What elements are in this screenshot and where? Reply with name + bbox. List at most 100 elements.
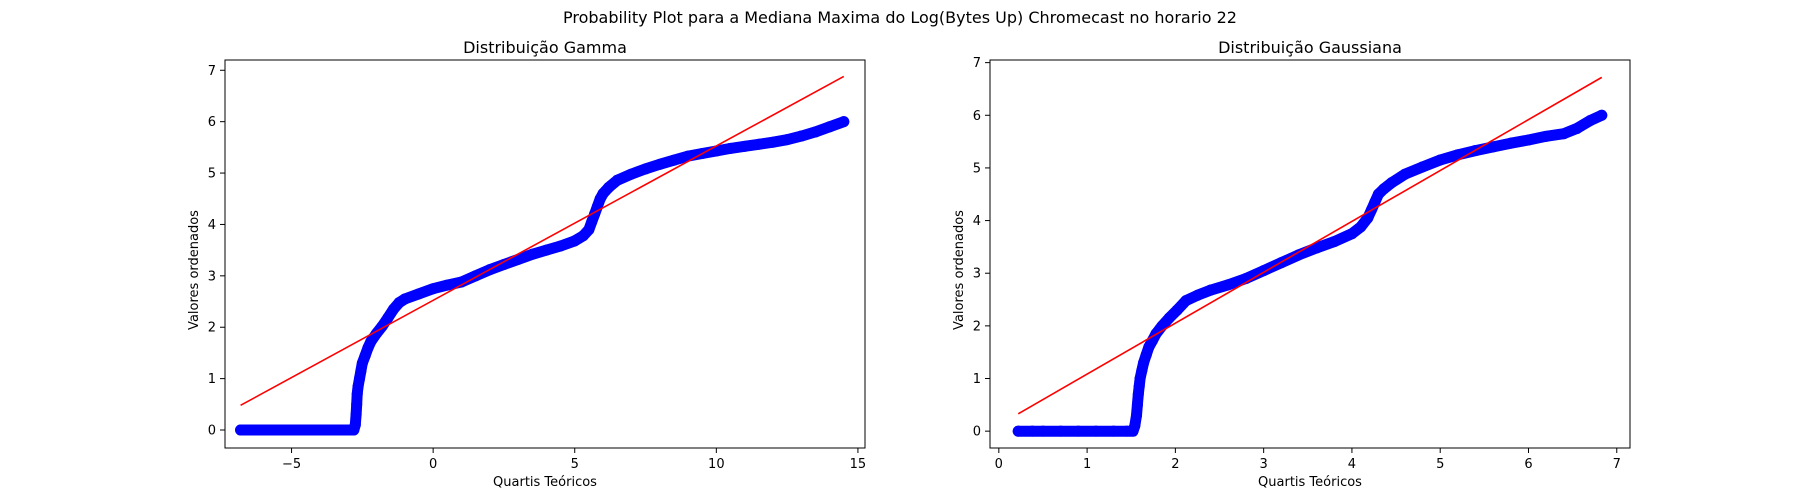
gamma-points-trace: [235, 116, 850, 436]
gaussian-data-point: [1108, 425, 1120, 437]
gamma-data-point: [365, 336, 377, 348]
gamma-data-point: [753, 138, 765, 150]
gamma-data-point: [724, 142, 736, 154]
gaussian-data-point: [1386, 177, 1398, 189]
gaussian-data-point: [1171, 304, 1183, 316]
gamma-data-point: [603, 181, 615, 193]
gaussian-data-point: [1399, 168, 1411, 180]
gamma-data-point: [824, 121, 836, 133]
gaussian-data-point: [1584, 115, 1596, 127]
gaussian-data-point: [1205, 284, 1217, 296]
gaussian-data-point: [1012, 425, 1024, 437]
gaussian-data-point: [1191, 289, 1203, 301]
gaussian-data-point: [1505, 137, 1517, 149]
gamma-data-point: [249, 424, 261, 436]
gamma-data-point: [512, 253, 524, 265]
figure-suptitle: Probability Plot para a Mediana Maxima d…: [563, 8, 1237, 27]
gamma-data-point: [795, 130, 807, 142]
gamma-data-point: [498, 259, 510, 271]
gaussian-data-point: [1540, 130, 1552, 142]
gaussian-data-point: [1131, 399, 1143, 411]
gaussian-x-tick-label: 1: [1083, 457, 1091, 472]
gamma-y-tick-label: 7: [208, 64, 216, 79]
gaussian-x-tick-label: 0: [995, 457, 1003, 472]
gamma-data-point: [625, 168, 637, 180]
gaussian-x-tick-label: 2: [1171, 457, 1179, 472]
gamma-y-tick-label: 4: [208, 218, 216, 233]
gaussian-y-axis-label: Valores ordenados: [952, 210, 967, 330]
gamma-data-point: [349, 419, 361, 431]
gamma-data-point: [413, 288, 425, 300]
gaussian-data-point: [1037, 425, 1049, 437]
gamma-x-tick-label: 15: [850, 457, 867, 472]
gamma-y-tick-label: 5: [208, 167, 216, 182]
gamma-data-point: [569, 235, 581, 247]
gamma-data-point: [328, 424, 340, 436]
gamma-data-point: [441, 279, 453, 291]
gamma-data-point: [350, 409, 362, 421]
gamma-data-point: [540, 244, 552, 256]
gamma-data-point: [526, 248, 538, 260]
gamma-x-axis-label: Quartis Teóricos: [493, 475, 597, 490]
gamma-data-point: [710, 145, 722, 157]
gaussian-data-point: [1072, 425, 1084, 437]
gaussian-data-point: [1131, 409, 1143, 421]
gaussian-data-point: [1090, 425, 1102, 437]
gaussian-data-point: [1487, 141, 1499, 153]
gaussian-data-point: [1522, 134, 1534, 146]
gaussian-data-point: [1163, 312, 1175, 324]
gamma-data-point: [781, 134, 793, 146]
gamma-fit-line: [240, 75, 845, 407]
gaussian-data-point: [1129, 420, 1141, 432]
gaussian-data-point: [1055, 425, 1067, 437]
gamma-y-tick-label: 1: [208, 372, 216, 387]
gaussian-data-point: [1355, 221, 1367, 233]
gaussian-data-point: [1222, 279, 1234, 291]
gaussian-data-point: [1026, 425, 1038, 437]
gaussian-data-point: [1417, 161, 1429, 173]
gaussian-data-point: [1596, 109, 1608, 121]
gamma-probability-plot: Distribuição Gamma Quartis Teóricos Valo…: [187, 38, 866, 490]
gamma-data-point: [399, 293, 411, 305]
gamma-data-point: [271, 424, 283, 436]
gamma-y-tick-label: 3: [208, 269, 216, 284]
gaussian-data-point: [1571, 122, 1583, 134]
gamma-axes-frame: [224, 59, 866, 449]
gaussian-probability-plot: Distribuição Gaussiana Quartis Teóricos …: [952, 38, 1631, 490]
gaussian-x-axis-label: Quartis Teóricos: [1258, 475, 1362, 490]
gaussian-x-tick-label: 3: [1260, 457, 1268, 472]
gamma-data-point: [809, 126, 821, 138]
gaussian-y-tick-label: 3: [973, 267, 981, 282]
gamma-data-point: [682, 150, 694, 162]
gaussian-y-tick-label: 1: [973, 372, 981, 387]
gaussian-x-tick-label: 7: [1613, 457, 1621, 472]
gamma-data-point: [314, 424, 326, 436]
gaussian-data-point: [1346, 228, 1358, 240]
gaussian-plot-title: Distribuição Gaussiana: [1218, 38, 1402, 57]
gaussian-data-point: [1311, 242, 1323, 254]
gamma-data-point: [739, 140, 751, 152]
gamma-data-point: [654, 158, 666, 170]
gamma-data-point: [286, 424, 298, 436]
gamma-data-point: [235, 424, 247, 436]
gamma-data-point: [668, 154, 680, 166]
gaussian-x-tick-label: 5: [1436, 457, 1444, 472]
gamma-y-tick-label: 6: [208, 115, 216, 130]
gaussian-x-tick-label: 6: [1524, 457, 1532, 472]
gamma-data-point: [640, 163, 652, 175]
gaussian-data-point: [1328, 236, 1340, 248]
gamma-x-tick-label: −5: [282, 457, 301, 472]
gaussian-data-point: [1434, 154, 1446, 166]
gamma-plot-title: Distribuição Gamma: [463, 38, 627, 57]
gamma-data-point: [257, 424, 269, 436]
gaussian-y-tick-label: 7: [973, 56, 981, 71]
gamma-data-point: [611, 174, 623, 186]
gamma-data-point: [555, 240, 567, 252]
gaussian-y-tick-label: 5: [973, 161, 981, 176]
gamma-data-point: [427, 283, 439, 295]
gamma-data-point: [838, 116, 850, 128]
gaussian-data-point: [1452, 149, 1464, 161]
gaussian-y-tick-label: 6: [973, 109, 981, 124]
gamma-data-point: [351, 398, 363, 410]
